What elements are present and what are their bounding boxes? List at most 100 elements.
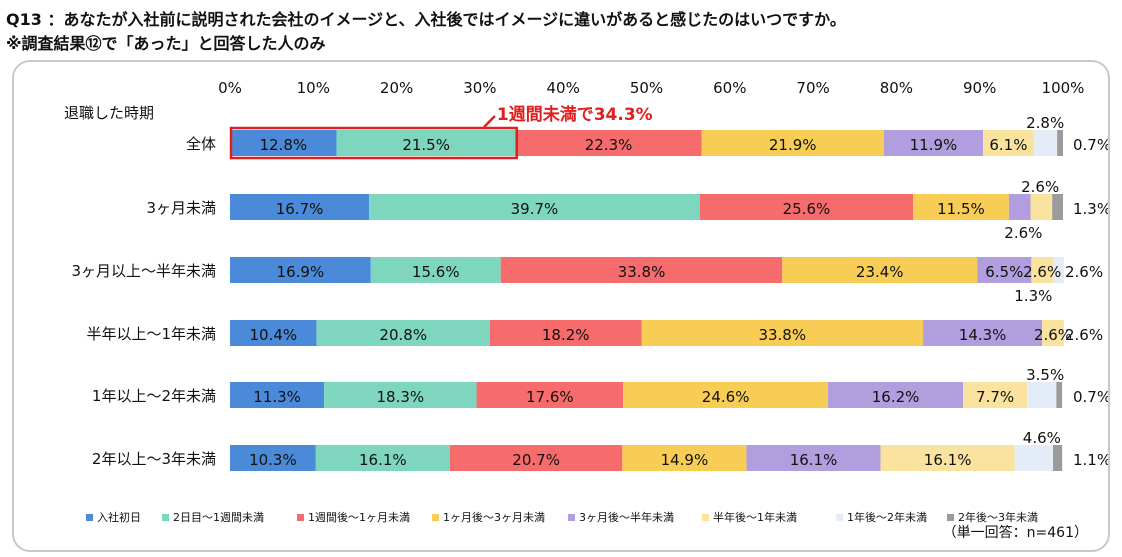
legend-swatch bbox=[947, 514, 954, 521]
data-label: 12.8% bbox=[259, 136, 307, 154]
data-label: 21.9% bbox=[769, 136, 817, 154]
data-label: 33.8% bbox=[758, 326, 806, 344]
data-label: 11.3% bbox=[253, 388, 301, 406]
bar-segment bbox=[489, 320, 642, 346]
bar-segment bbox=[1031, 257, 1054, 283]
bar-segment bbox=[623, 382, 829, 408]
bar-segment bbox=[701, 130, 884, 156]
x-tick-label: 90% bbox=[963, 79, 996, 97]
data-label: 18.2% bbox=[542, 326, 590, 344]
data-label: 3.5% bbox=[1026, 366, 1064, 384]
question-subtitle: ※調査結果⑫で「あった」と回答した人のみ bbox=[6, 34, 326, 53]
data-label: 0.7% bbox=[1073, 388, 1108, 406]
bar-segment bbox=[983, 130, 1034, 156]
bar-segment bbox=[782, 257, 978, 283]
bar-segment bbox=[913, 194, 1009, 220]
data-label: 7.7% bbox=[976, 388, 1014, 406]
bar-segment bbox=[1030, 194, 1053, 220]
legend-swatch bbox=[568, 514, 575, 521]
bar-segment bbox=[336, 130, 516, 156]
bar-segment bbox=[1027, 382, 1057, 408]
data-label: 17.6% bbox=[526, 388, 574, 406]
bar-segment bbox=[369, 194, 700, 220]
data-label: 6.1% bbox=[989, 136, 1027, 154]
bar-segment bbox=[1056, 382, 1063, 408]
bar-segment bbox=[699, 194, 914, 220]
bar-segment bbox=[1057, 130, 1063, 156]
bar-segment bbox=[500, 257, 783, 283]
x-tick-label: 20% bbox=[380, 79, 413, 97]
data-label: 20.7% bbox=[512, 451, 560, 469]
bar-segment bbox=[515, 130, 702, 156]
data-label: 16.1% bbox=[924, 451, 972, 469]
data-label: 11.9% bbox=[910, 136, 958, 154]
callout-line bbox=[483, 115, 496, 128]
data-label: 2.6% bbox=[1065, 326, 1103, 344]
bar-segment bbox=[1053, 445, 1063, 471]
data-label: 39.7% bbox=[511, 200, 559, 218]
bar-segment bbox=[963, 382, 1028, 408]
legend-swatch bbox=[297, 514, 304, 521]
data-label: 14.3% bbox=[959, 326, 1007, 344]
data-label: 16.1% bbox=[790, 451, 838, 469]
bar-segment bbox=[230, 445, 316, 471]
data-label: 6.5% bbox=[985, 263, 1023, 281]
x-tick-label: 60% bbox=[713, 79, 746, 97]
legend-label: 2日目～1週間未満 bbox=[173, 511, 264, 524]
bar-segment bbox=[923, 320, 1043, 346]
stacked-bar-chart: 0% 10% 20% 30% 40% 50% 60% 70% 80% 90% 100% 退職した時期全… bbox=[64, 79, 1108, 524]
bar-segment bbox=[880, 445, 1015, 471]
callout-box bbox=[229, 126, 518, 160]
data-label: 11.5% bbox=[937, 200, 985, 218]
bar-segment bbox=[370, 257, 501, 283]
x-tick-label: 80% bbox=[880, 79, 913, 97]
x-tick-label: 10% bbox=[297, 79, 330, 97]
data-label: 33.8% bbox=[618, 263, 666, 281]
legend-label: 1週間後～1ヶ月未満 bbox=[308, 510, 410, 524]
x-tick-label: 100% bbox=[1042, 79, 1085, 97]
category-label: 3ヶ月未満 bbox=[146, 199, 216, 217]
bar-segment bbox=[1014, 445, 1054, 471]
data-label: 2.6% bbox=[1023, 263, 1061, 281]
x-tick-label: 30% bbox=[463, 79, 496, 97]
data-label: 16.9% bbox=[277, 263, 325, 281]
data-label: 0.7% bbox=[1073, 136, 1108, 154]
legend-label: 半年後～1年未満 bbox=[713, 510, 797, 524]
legend-label: 入社初日 bbox=[97, 510, 141, 524]
bar-segment bbox=[476, 382, 624, 408]
data-label: 1.1% bbox=[1073, 451, 1108, 469]
x-tick-label: 70% bbox=[796, 79, 829, 97]
data-label: 16.1% bbox=[359, 451, 407, 469]
bar-segment bbox=[324, 382, 477, 408]
x-tick-label: 0% bbox=[218, 79, 242, 97]
question-title: Q13 ：あなたが入社前に説明された会社のイメージと、入社後ではイメージに違いが… bbox=[6, 10, 846, 29]
data-label: 16.7% bbox=[276, 200, 324, 218]
data-label: 23.4% bbox=[856, 263, 904, 281]
bar-segment bbox=[316, 320, 490, 346]
bar-segment bbox=[622, 445, 747, 471]
callout-text: 1週間未満で34.3% bbox=[497, 104, 653, 125]
category-label: 半年以上～1年未満 bbox=[86, 325, 216, 343]
legend-swatch bbox=[432, 514, 439, 521]
bar-segment bbox=[746, 445, 881, 471]
bar-segment bbox=[449, 445, 623, 471]
data-label: 2.6% bbox=[1034, 326, 1072, 344]
bar-segment bbox=[230, 257, 371, 283]
x-tick-label: 40% bbox=[547, 79, 580, 97]
category-label: 3ヶ月以上～半年未満 bbox=[71, 262, 216, 280]
sample-note: （単一回答：n=461） bbox=[942, 525, 1088, 541]
data-label: 2.6% bbox=[1021, 178, 1059, 196]
row-header-label: 退職した時期 bbox=[64, 104, 154, 122]
category-label: 2年以上～3年未満 bbox=[92, 450, 216, 468]
bar-segment bbox=[641, 320, 924, 346]
data-label: 25.6% bbox=[783, 200, 831, 218]
legend-label: 1ヶ月後～3ヶ月未満 bbox=[443, 510, 545, 524]
legend-label: 1年後～2年未満 bbox=[847, 510, 927, 524]
data-label: 15.6% bbox=[412, 263, 460, 281]
legend-swatch bbox=[86, 514, 93, 521]
bar-segment bbox=[230, 194, 370, 220]
category-label: 1年以上～2年未満 bbox=[92, 387, 216, 405]
bar-segment bbox=[1052, 194, 1063, 220]
data-label: 1.3% bbox=[1014, 287, 1052, 305]
data-label: 20.8% bbox=[379, 326, 427, 344]
